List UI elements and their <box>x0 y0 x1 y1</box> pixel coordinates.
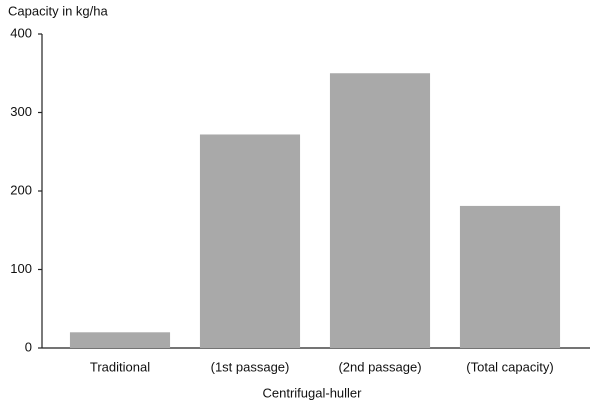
x-axis-label: Centrifugal-huller <box>263 385 363 400</box>
bar <box>69 332 171 348</box>
x-tick-label: (Total capacity) <box>466 359 553 374</box>
y-tick-label: 100 <box>10 261 32 276</box>
y-tick-label: 0 <box>25 339 32 354</box>
y-axis-label: Capacity in kg/ha <box>8 3 108 18</box>
y-tick-label: 200 <box>10 182 32 197</box>
y-tick-label: 300 <box>10 104 32 119</box>
x-tick-label: Traditional <box>90 359 150 374</box>
bar <box>329 73 431 348</box>
x-tick-label: (1st passage) <box>211 359 290 374</box>
bar <box>459 205 561 348</box>
x-tick-label: (2nd passage) <box>338 359 421 374</box>
bar <box>199 134 301 348</box>
y-tick-label: 400 <box>10 25 32 40</box>
